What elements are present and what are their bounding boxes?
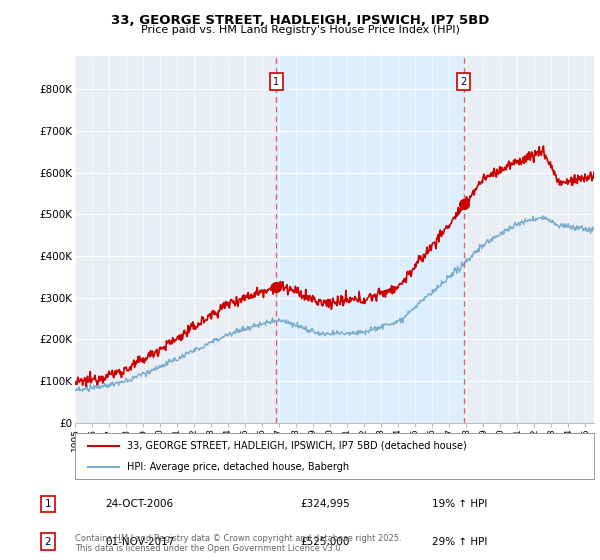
Text: £324,995: £324,995 [300,499,350,509]
Text: 1: 1 [273,77,279,87]
Text: 1: 1 [44,499,52,509]
Text: 2: 2 [44,537,52,547]
Text: Contains HM Land Registry data © Crown copyright and database right 2025.
This d: Contains HM Land Registry data © Crown c… [75,534,401,553]
Text: 29% ↑ HPI: 29% ↑ HPI [432,537,487,547]
Text: 2: 2 [461,77,467,87]
Text: 33, GEORGE STREET, HADLEIGH, IPSWICH, IP7 5BD (detached house): 33, GEORGE STREET, HADLEIGH, IPSWICH, IP… [127,441,467,451]
Text: 01-NOV-2017: 01-NOV-2017 [105,537,175,547]
Text: Price paid vs. HM Land Registry's House Price Index (HPI): Price paid vs. HM Land Registry's House … [140,25,460,35]
Text: 33, GEORGE STREET, HADLEIGH, IPSWICH, IP7 5BD: 33, GEORGE STREET, HADLEIGH, IPSWICH, IP… [111,14,489,27]
Bar [276,56,464,423]
Text: 24-OCT-2006: 24-OCT-2006 [105,499,173,509]
Text: £525,000: £525,000 [300,537,349,547]
Text: 19% ↑ HPI: 19% ↑ HPI [432,499,487,509]
Text: HPI: Average price, detached house, Babergh: HPI: Average price, detached house, Babe… [127,463,349,472]
